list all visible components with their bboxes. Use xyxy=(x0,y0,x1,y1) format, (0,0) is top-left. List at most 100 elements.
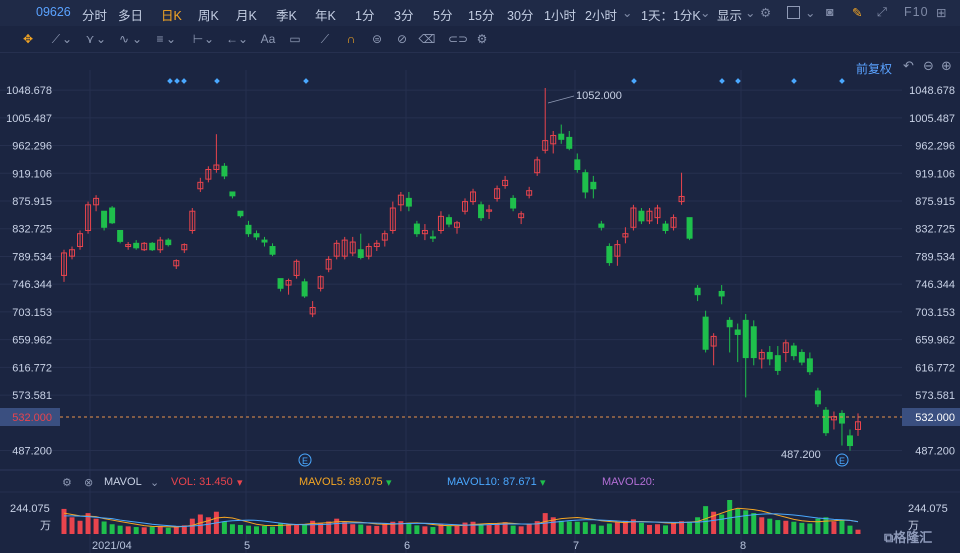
display-select[interactable]: 显示 xyxy=(717,9,743,23)
candle-body xyxy=(149,242,156,251)
tab-weekly-k[interactable]: 周K xyxy=(198,9,219,23)
pencil-icon[interactable]: ✎ xyxy=(852,6,863,20)
ruler-icon[interactable]: ⟋ xyxy=(320,32,330,46)
candle-body xyxy=(846,435,853,447)
candle-body xyxy=(301,281,308,297)
grid-icon[interactable]: ⊞ xyxy=(936,6,947,20)
volume-bar xyxy=(823,517,829,534)
fib-tool-icon[interactable]: ≡ xyxy=(156,32,164,46)
volume-bar xyxy=(759,517,765,534)
range-tool-icon[interactable]: ⊢ xyxy=(192,32,204,46)
settings-gear-icon[interactable]: ⚙ xyxy=(760,6,772,20)
lock-icon[interactable]: ⊜ xyxy=(371,32,383,46)
undo-icon[interactable]: ↶ xyxy=(903,58,914,73)
candle-body xyxy=(117,229,124,242)
fullscreen-icon[interactable]: ⤢ xyxy=(877,5,888,19)
candle-body xyxy=(413,223,420,235)
tab-intraday[interactable]: 分时 xyxy=(82,9,108,23)
candle-body xyxy=(317,276,324,289)
candle-body xyxy=(758,351,765,360)
chevron-down-icon[interactable]: ⌄ xyxy=(622,6,633,20)
period-select[interactable]: 1天：1分K xyxy=(641,9,701,23)
y-tick-label: 573.581 xyxy=(12,390,52,402)
channel-tool-icon[interactable]: ⋎ xyxy=(85,32,95,46)
chevron-down-icon[interactable]: ⌄ xyxy=(700,6,711,20)
volume-bar xyxy=(494,523,500,534)
candle-body xyxy=(277,278,284,289)
link-icon[interactable]: ⊂⊃ xyxy=(447,32,469,46)
zoom-out-icon[interactable]: ⊖ xyxy=(923,58,934,73)
event-dot xyxy=(181,78,187,84)
arrow-left-icon[interactable]: ← xyxy=(226,32,238,46)
volume-bar xyxy=(735,508,741,534)
tab-quarterly-k[interactable]: 季K xyxy=(276,9,297,23)
volume-bar xyxy=(622,520,628,534)
tab-3min[interactable]: 3分 xyxy=(394,9,414,23)
settings-gear-icon[interactable]: ⚙ xyxy=(476,32,488,46)
volume-bar xyxy=(278,523,284,534)
candle-body xyxy=(566,136,573,149)
y-tick-label: 962.296 xyxy=(12,141,52,153)
y-tick-label: 703.153 xyxy=(12,307,52,319)
tab-15min[interactable]: 15分 xyxy=(468,9,495,23)
chevron-down-icon[interactable]: ⌄ xyxy=(805,6,816,20)
comment-icon[interactable]: ▭ xyxy=(289,32,301,46)
chevron-down-icon[interactable]: ⌄ xyxy=(745,6,756,20)
chevron-down-icon[interactable]: ⌄ xyxy=(96,32,107,46)
volume-bar xyxy=(727,500,733,534)
f10-button[interactable]: F10 xyxy=(904,5,929,19)
candle-body xyxy=(574,159,581,171)
chevron-down-icon[interactable]: ⌄ xyxy=(132,32,143,46)
wave-tool-icon[interactable]: ∿ xyxy=(118,32,130,46)
camera-icon[interactable]: ◙ xyxy=(826,5,834,19)
candle-body xyxy=(221,165,228,177)
candle-body xyxy=(470,191,477,203)
hide-icon[interactable]: ⊘ xyxy=(396,32,408,46)
tab-monthly-k[interactable]: 月K xyxy=(236,9,257,23)
indicator-name[interactable]: MAVOL xyxy=(104,476,142,488)
volume-bar xyxy=(791,521,797,534)
tab-30min[interactable]: 30分 xyxy=(507,9,534,23)
tab-2hour[interactable]: 2小时 xyxy=(585,9,617,23)
y-tick-label-right: 1048.678 xyxy=(909,85,955,97)
tab-yearly-k[interactable]: 年K xyxy=(315,9,336,23)
text-tool-button[interactable]: Aa xyxy=(260,32,276,46)
chevron-down-icon[interactable]: ⌄ xyxy=(204,32,215,46)
settings-gear-icon[interactable]: ⚙ xyxy=(62,477,72,489)
trash-icon[interactable]: ⌫ xyxy=(418,32,436,46)
candle-body xyxy=(598,223,605,228)
high-price-label: 1052.000 xyxy=(576,90,622,102)
volume-bar xyxy=(847,525,853,534)
candle-body xyxy=(285,280,292,286)
tab-multiday[interactable]: 多日 xyxy=(118,9,144,23)
checkbox-icon[interactable] xyxy=(787,6,800,19)
volume-bar xyxy=(165,527,171,534)
candle-body xyxy=(726,319,733,328)
crosshair-move-icon[interactable]: ✥ xyxy=(22,32,34,46)
chevron-down-icon[interactable]: ⌄ xyxy=(238,32,249,46)
tab-5min[interactable]: 5分 xyxy=(433,9,453,23)
chevron-down-icon[interactable]: ⌄ xyxy=(62,32,73,46)
y-tick-label: 1005.487 xyxy=(6,113,52,125)
candle-body xyxy=(341,239,348,257)
y-tick-label-right: 919.106 xyxy=(915,168,955,180)
y-tick-label-right: 832.725 xyxy=(915,224,955,236)
chevron-down-icon[interactable]: ⌄ xyxy=(150,477,160,489)
stock-code[interactable]: 09626 xyxy=(36,5,71,19)
x-label-aug: 8 xyxy=(740,540,746,552)
volume-bar xyxy=(454,525,460,534)
zoom-in-icon[interactable]: ⊕ xyxy=(941,58,952,73)
tab-1min[interactable]: 1分 xyxy=(355,9,375,23)
magnet-icon[interactable]: ∩ xyxy=(346,32,356,46)
line-tool-icon[interactable]: ⟋ xyxy=(51,32,61,46)
x-label-jul: 7 xyxy=(573,540,579,552)
tab-daily-k[interactable]: 日K xyxy=(161,9,182,23)
candle-body xyxy=(678,195,685,203)
close-icon[interactable]: ⊗ xyxy=(84,477,94,489)
chevron-down-icon[interactable]: ⌄ xyxy=(166,32,177,46)
adjust-mode-label[interactable]: 前复权 xyxy=(856,62,893,76)
tab-1hour[interactable]: 1小时 xyxy=(544,9,576,23)
volume-bar xyxy=(61,508,67,534)
volume-bar xyxy=(382,523,388,534)
